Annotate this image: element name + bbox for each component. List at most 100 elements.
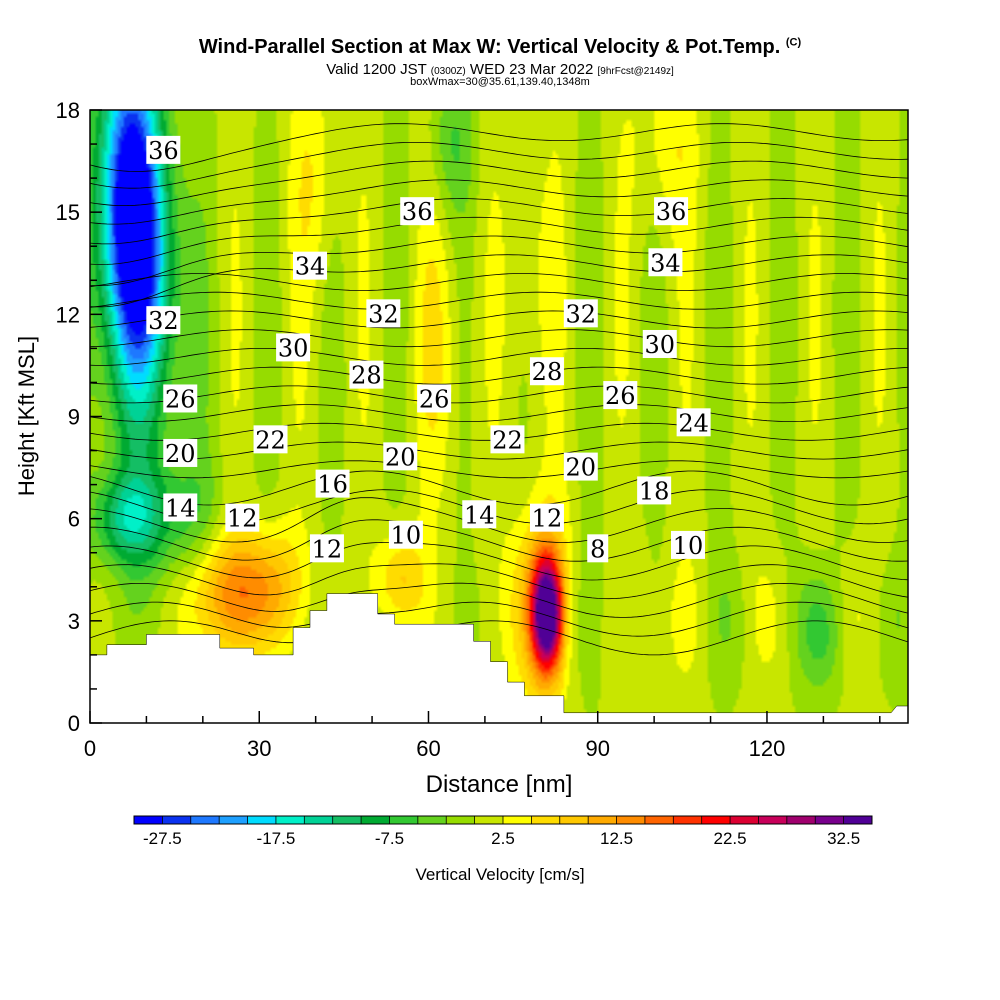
colorbar-label: Vertical Velocity [cm/s] [415,865,584,884]
box-info: boxWmax=30@35.61,139.40,1348m [410,76,590,88]
theta-label-text: 18 [639,477,670,505]
theta-label: 34 [293,251,328,281]
theta-label-text: 20 [566,454,597,482]
theta-label-text: 34 [295,253,326,281]
theta-label-bg [383,442,418,471]
theta-label: 18 [637,476,672,505]
colorbar-swatch [247,816,277,824]
colorbar-swatch [389,816,419,824]
theta-contour-line [90,254,908,308]
theta-contour-line [90,310,908,329]
theta-label-bg [225,503,260,532]
colorbar-swatch [446,816,476,824]
x-axis-label: Distance [nm] [426,771,573,798]
theta-label: 36 [654,197,689,226]
theta-label-text: 36 [402,198,433,226]
theta-label: 22 [490,425,525,454]
theta-label-bg [276,333,311,362]
theta-label: 22 [253,425,288,454]
theta-label-bg [563,299,598,328]
theta-contour-line [90,142,908,189]
theta-label: 20 [383,442,418,471]
x-tick-label: 0 [84,736,96,761]
theta-label-text: 26 [165,385,196,413]
theta-label-text: 14 [464,501,495,529]
theta-label-text: 10 [391,522,422,550]
valid-time-line: Valid 1200 JST (0300Z) WED 23 Mar 2022 [… [0,61,1000,78]
theta-label-bg [293,251,328,280]
theta-label: 8 [587,534,609,563]
theta-label-bg [654,197,689,226]
chart-title: Wind-Parallel Section at Max W: Vertical… [0,36,1000,59]
colorbar-swatch [162,816,192,824]
theta-contour-line [90,601,908,637]
colorbar-swatch [503,816,532,824]
theta-contour-line [90,216,908,265]
theta-label: 26 [163,384,198,413]
terrain [90,593,908,723]
colorbar-tick-label: -27.5 [143,829,182,848]
colorbar-swatch [275,816,305,824]
theta-contour-line [90,179,908,225]
theta-label-bg [637,476,672,505]
theta-label-text: 26 [419,385,450,413]
theta-contour-line [90,542,908,581]
theta-label-text: 30 [278,334,309,362]
theta-label: 28 [349,360,384,390]
theta-label-bg [163,493,198,522]
theta-label-text: 26 [605,382,636,410]
theta-label: 30 [276,333,311,362]
theta-contour-line [90,441,908,460]
theta-label-text: 32 [566,300,597,328]
theta-label-bg [462,500,497,529]
colorbar-swatch [673,816,703,824]
theta-label-bg [366,299,401,328]
theta-label: 36 [146,135,181,165]
theta-label: 36 [400,197,435,226]
theta-label-text: 22 [255,426,286,454]
theta-label-bg [603,381,638,410]
theta-label-bg [529,357,564,386]
x-tick-label: 90 [585,736,609,761]
y-tick-label: 0 [68,711,80,736]
colorbar-swatch [559,816,589,824]
theta-label-bg [253,425,288,454]
theta-label-bg [309,534,344,563]
y-tick-label: 6 [68,507,80,532]
plot-area: 36 36 36 34 34 32 32 32 30 30 28 28 26 26 26 24 22 22 20 20… [90,110,908,723]
colorbar-swatch [332,816,362,824]
colorbar-swatch [843,816,873,824]
theta-label: 12 [225,503,260,533]
y-tick-label: 12 [56,302,80,327]
y-tick-label: 3 [68,609,80,634]
theta-label: 32 [146,306,181,335]
y-tick-label: 18 [56,98,80,123]
colorbar-swatch [417,816,447,824]
x-axis: 0 30 60 90 120 [84,711,881,761]
colorbar-swatch [730,816,759,824]
colorbar-swatch [531,816,561,824]
theta-label-text: 20 [165,440,196,468]
theta-contour-line [90,385,908,404]
colorbar-swatch [361,816,390,824]
theta-label-bg [587,534,609,563]
valid-prefix: Valid 1200 JST [326,61,427,78]
theta-label: 10 [388,520,423,550]
forecast-info: [9hrFcst@2149z] [597,66,674,77]
colorbar-swatch [219,816,249,824]
theta-label-bg [676,408,711,437]
colorbar-swatch [474,816,504,824]
colorbar-tick-label: -7.5 [375,829,404,848]
theta-contour-line [90,160,908,207]
x-tick-label: 120 [749,736,786,761]
theta-contour-line [90,404,908,422]
theta-contour-line [90,563,908,600]
theta-contour-line [90,460,908,479]
theta-contour-line [90,519,908,562]
colorbar-swatch [190,816,220,824]
theta-contour-line [90,497,908,543]
theta-label: 16 [315,469,350,499]
theta-label: 12 [529,503,564,533]
colorbar-swatch [786,816,816,824]
